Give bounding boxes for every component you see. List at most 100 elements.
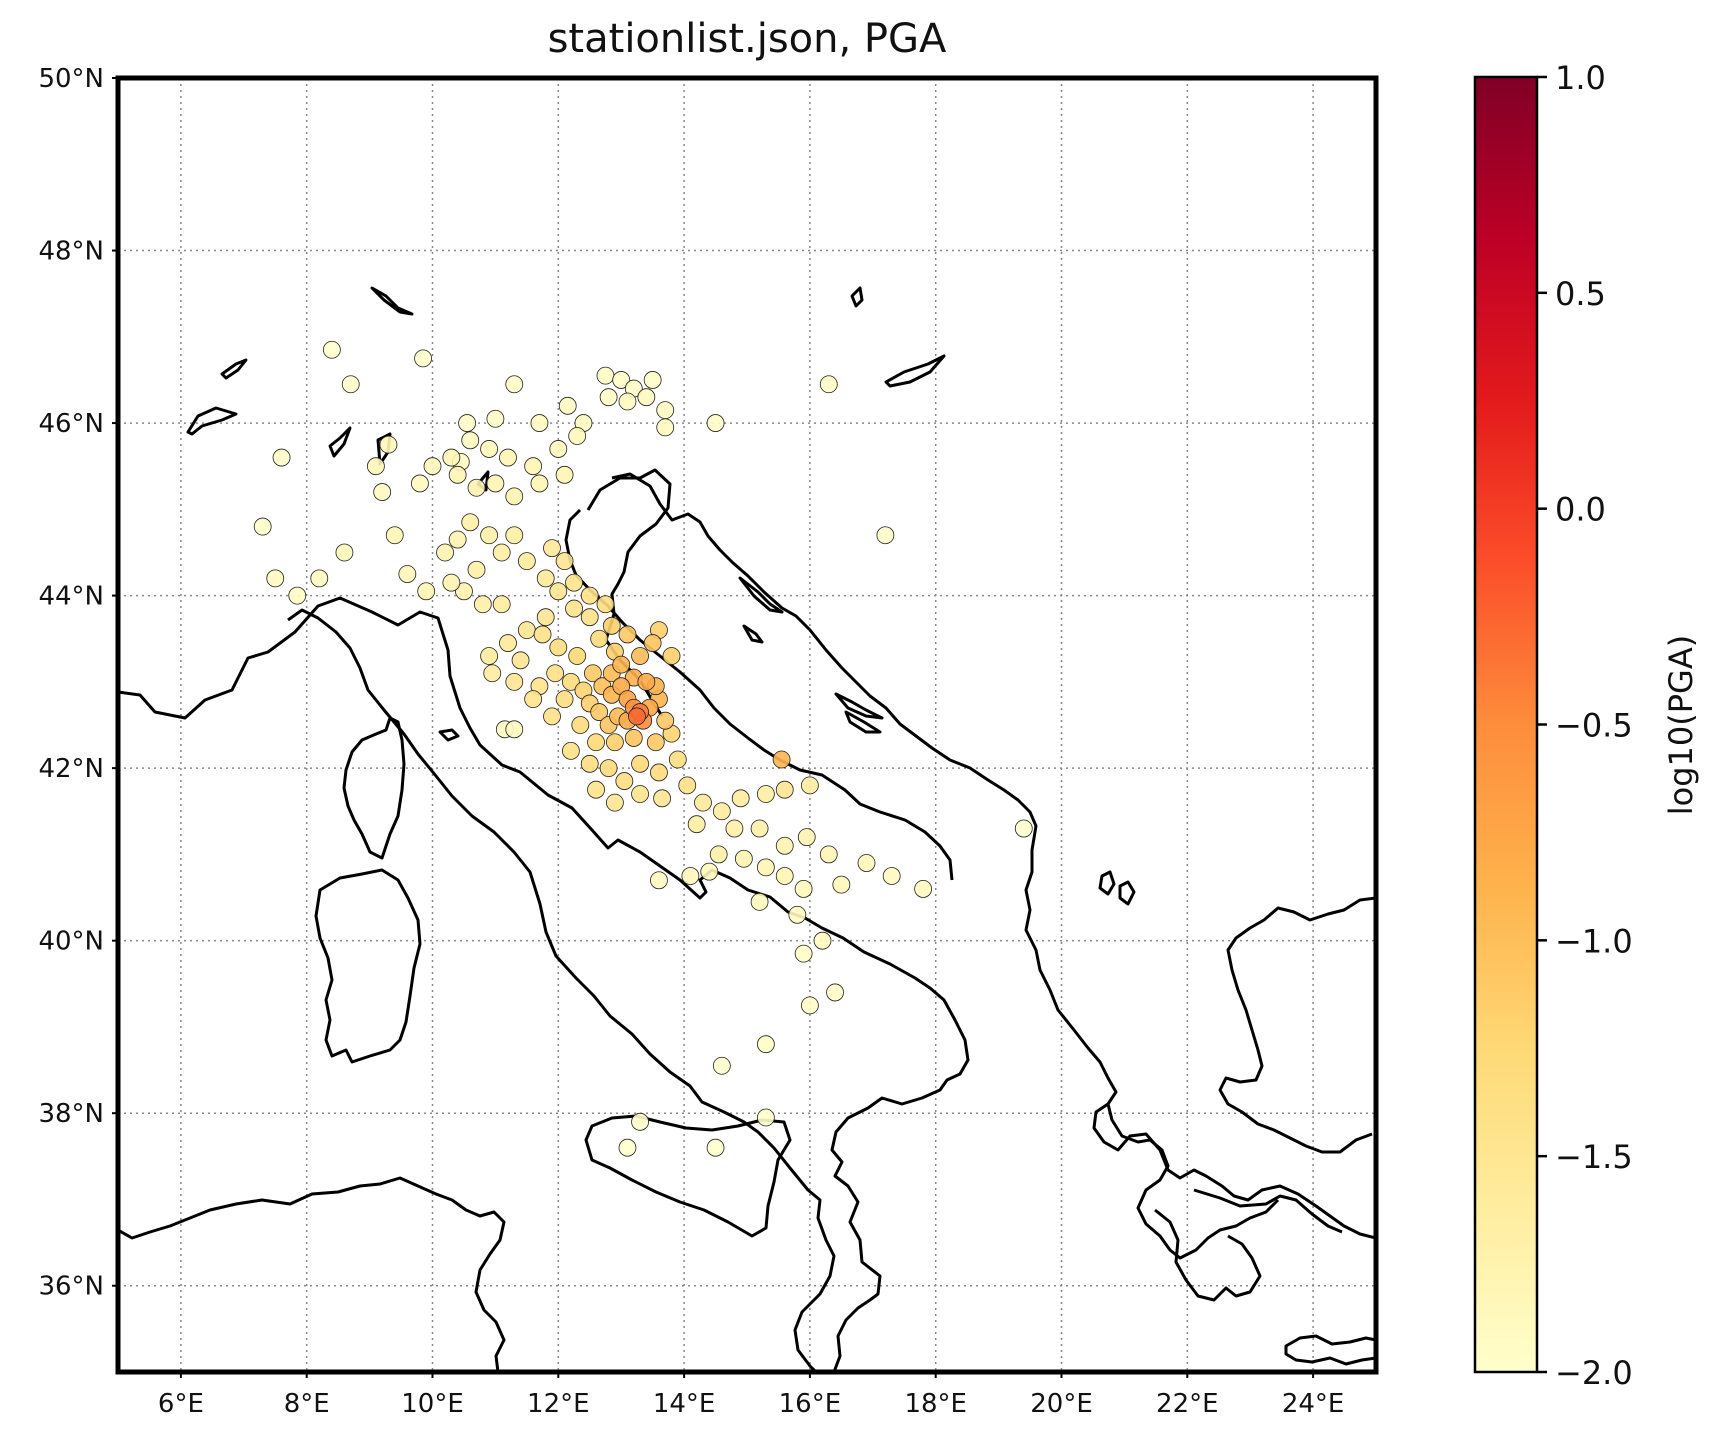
station-marker[interactable] xyxy=(366,457,385,476)
station-marker[interactable] xyxy=(694,793,712,812)
station-marker[interactable] xyxy=(533,625,552,644)
station-marker[interactable] xyxy=(631,754,649,773)
station-marker[interactable] xyxy=(524,690,543,709)
station-marker[interactable] xyxy=(571,716,590,734)
station-marker[interactable] xyxy=(288,586,307,605)
station-marker[interactable] xyxy=(379,435,398,454)
station-marker[interactable] xyxy=(373,483,392,501)
station-marker[interactable] xyxy=(631,785,649,803)
station-marker[interactable] xyxy=(524,457,543,476)
station-marker[interactable] xyxy=(637,672,656,691)
station-marker[interactable] xyxy=(590,703,609,721)
station-marker[interactable] xyxy=(543,707,561,726)
station-marker[interactable] xyxy=(480,440,499,458)
station-marker[interactable] xyxy=(486,409,505,428)
station-marker[interactable] xyxy=(549,638,568,657)
station-marker[interactable] xyxy=(549,582,568,601)
station-marker[interactable] xyxy=(1014,819,1033,838)
station-marker[interactable] xyxy=(628,707,646,726)
station-marker[interactable] xyxy=(580,586,599,605)
station-marker[interactable] xyxy=(458,414,476,432)
station-marker[interactable] xyxy=(335,543,354,562)
station-marker[interactable] xyxy=(775,836,794,855)
station-marker[interactable] xyxy=(442,573,461,592)
station-marker[interactable] xyxy=(492,543,511,562)
station-marker[interactable] xyxy=(587,780,605,799)
station-marker[interactable] xyxy=(505,526,524,545)
station-marker[interactable] xyxy=(832,875,851,894)
station-marker[interactable] xyxy=(310,569,329,588)
station-marker[interactable] xyxy=(596,366,615,385)
station-marker[interactable] xyxy=(599,388,618,407)
station-marker[interactable] xyxy=(561,672,580,691)
station-marker[interactable] xyxy=(794,944,813,963)
station-marker[interactable] xyxy=(653,789,671,808)
station-marker[interactable] xyxy=(750,819,769,838)
station-marker[interactable] xyxy=(565,599,583,618)
station-marker[interactable] xyxy=(411,474,429,493)
station-marker[interactable] xyxy=(272,448,291,467)
station-marker[interactable] xyxy=(455,582,473,601)
station-marker[interactable] xyxy=(499,448,517,467)
station-marker[interactable] xyxy=(706,1138,725,1157)
station-marker[interactable] xyxy=(624,729,643,747)
station-marker[interactable] xyxy=(756,858,775,877)
station-marker[interactable] xyxy=(618,625,637,644)
station-marker[interactable] xyxy=(549,440,568,458)
station-marker[interactable] xyxy=(480,526,499,545)
station-marker[interactable] xyxy=(819,845,838,864)
station-marker[interactable] xyxy=(530,474,549,493)
station-marker[interactable] xyxy=(511,651,530,670)
station-marker[interactable] xyxy=(568,647,587,665)
station-marker[interactable] xyxy=(599,759,618,778)
station-marker[interactable] xyxy=(650,763,668,782)
station-marker[interactable] xyxy=(775,867,794,885)
station-marker[interactable] xyxy=(492,595,511,614)
station-marker[interactable] xyxy=(687,815,706,834)
station-marker[interactable] xyxy=(543,539,561,558)
station-marker[interactable] xyxy=(775,780,794,799)
station-marker[interactable] xyxy=(398,565,417,583)
station-marker[interactable] xyxy=(826,983,844,1002)
station-marker[interactable] xyxy=(467,478,486,497)
station-marker[interactable] xyxy=(536,569,555,588)
station-marker[interactable] xyxy=(467,560,486,579)
station-marker[interactable] xyxy=(561,741,580,760)
station-marker[interactable] xyxy=(656,418,675,437)
station-marker[interactable] xyxy=(436,543,454,562)
station-marker[interactable] xyxy=(590,629,609,648)
station-marker[interactable] xyxy=(643,634,662,652)
station-marker[interactable] xyxy=(580,754,599,773)
station-marker[interactable] xyxy=(602,616,621,635)
station-marker[interactable] xyxy=(801,996,819,1015)
station-marker[interactable] xyxy=(612,371,631,389)
station-marker[interactable] xyxy=(706,414,725,432)
station-marker[interactable] xyxy=(734,849,753,868)
station-marker[interactable] xyxy=(756,785,775,803)
station-marker[interactable] xyxy=(505,375,524,394)
station-marker[interactable] xyxy=(662,647,681,665)
station-marker[interactable] xyxy=(606,733,624,752)
station-marker[interactable] xyxy=(643,371,662,389)
station-marker[interactable] xyxy=(417,582,436,601)
station-marker[interactable] xyxy=(725,819,744,838)
station-marker[interactable] xyxy=(473,595,492,614)
station-marker[interactable] xyxy=(668,750,687,769)
station-marker[interactable] xyxy=(546,664,565,683)
station-marker[interactable] xyxy=(857,854,876,872)
station-marker[interactable] xyxy=(631,1112,649,1131)
station-marker[interactable] xyxy=(483,664,502,683)
station-marker[interactable] xyxy=(448,465,467,484)
station-marker[interactable] xyxy=(618,1138,637,1157)
station-marker[interactable] xyxy=(448,530,467,549)
station-marker[interactable] xyxy=(505,672,524,691)
station-marker[interactable] xyxy=(646,733,665,752)
station-marker[interactable] xyxy=(266,569,285,588)
station-marker[interactable] xyxy=(606,793,624,812)
station-marker[interactable] xyxy=(505,720,524,739)
station-marker[interactable] xyxy=(756,1108,775,1127)
station-marker[interactable] xyxy=(517,552,536,570)
station-marker[interactable] xyxy=(712,1056,731,1075)
station-marker[interactable] xyxy=(499,634,517,652)
station-marker[interactable] xyxy=(612,655,631,674)
